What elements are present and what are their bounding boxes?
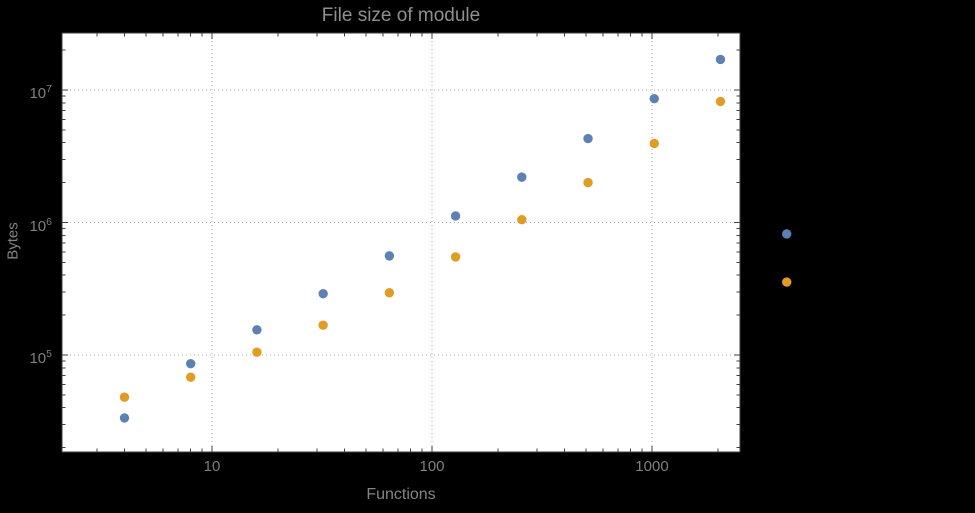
- data-point-series-1-blue: [450, 211, 461, 221]
- data-point-series-2-orange: [715, 96, 726, 107]
- data-point-series-2-orange: [782, 277, 792, 287]
- data-point-series-1-blue: [782, 229, 792, 239]
- x-axis-label: Functions: [366, 486, 436, 503]
- data-point-series-1-blue: [119, 413, 130, 423]
- data-point-series-2-orange: [384, 288, 395, 298]
- data-point-series-1-blue: [649, 93, 659, 104]
- data-point-series-2-orange: [517, 214, 527, 225]
- data-point-series-2-orange: [186, 372, 196, 382]
- data-point-series-1-blue: [318, 289, 328, 299]
- data-point-series-2-orange: [252, 347, 262, 357]
- data-point-series-2-orange: [450, 252, 461, 262]
- data-point-series-2-orange: [119, 392, 130, 402]
- plot-frame: [61, 32, 741, 453]
- data-point-series-1-blue: [715, 54, 726, 65]
- data-point-series-1-blue: [252, 325, 262, 335]
- data-point-series-1-blue: [583, 133, 593, 144]
- data-point-series-2-orange: [583, 177, 593, 188]
- chart-title: File size of module: [321, 5, 481, 26]
- data-point-series-1-blue: [186, 358, 196, 369]
- data-point-series-2-orange: [649, 138, 659, 149]
- data-point-series-2-orange: [318, 320, 328, 330]
- data-point-series-1-blue: [517, 172, 527, 182]
- plot-background: [62, 33, 740, 452]
- data-point-series-1-blue: [384, 251, 395, 261]
